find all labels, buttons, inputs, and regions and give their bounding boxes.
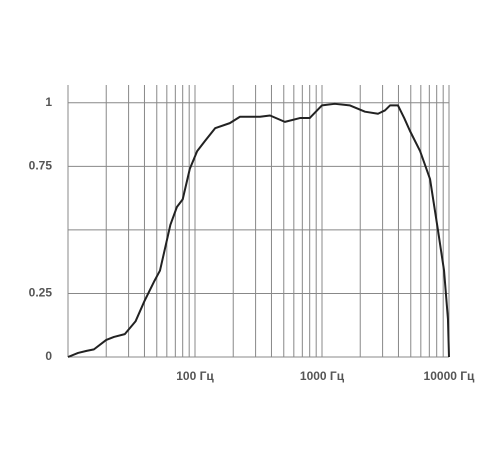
x-tick-label: 1000 Гц — [300, 369, 345, 383]
y-tick-label: 0.25 — [29, 286, 53, 300]
y-tick-label: 1 — [45, 95, 52, 109]
y-tick-label: 0 — [45, 349, 52, 363]
line — [67, 102, 450, 358]
x-tick-label: 100 Гц — [176, 369, 214, 383]
x-tick-label: 10000 Гц — [424, 369, 476, 383]
y-tick-label: 0.75 — [29, 159, 53, 173]
